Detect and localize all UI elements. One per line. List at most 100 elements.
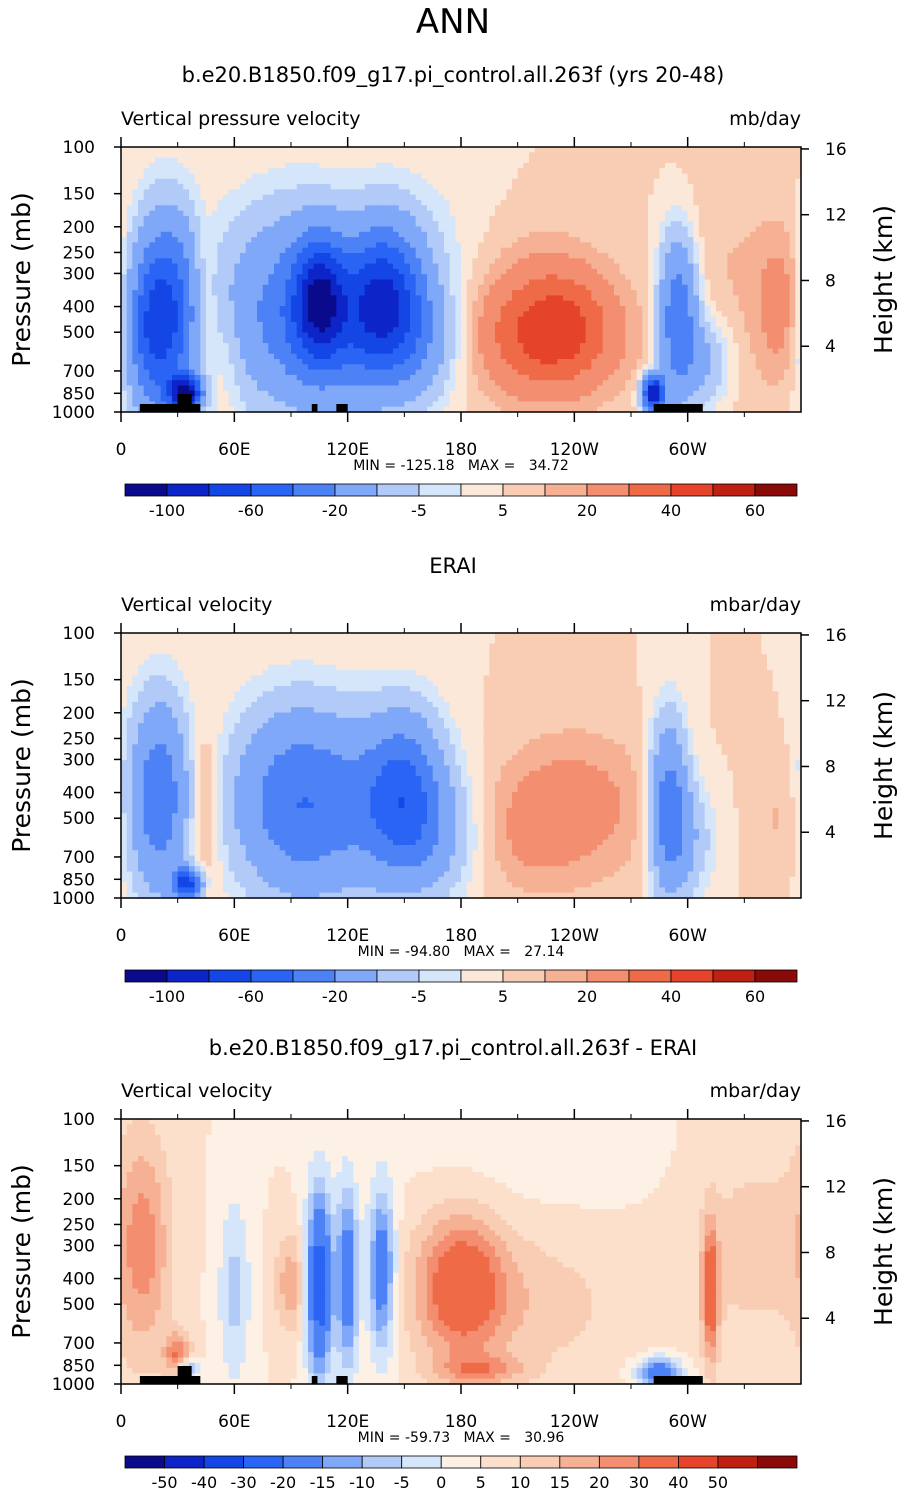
heatmap-cell xyxy=(687,258,694,265)
heatmap-cell xyxy=(529,268,536,275)
heatmap-cell xyxy=(421,184,428,190)
heatmap-cell xyxy=(653,316,660,323)
heatmap-cell xyxy=(727,332,734,339)
heatmap-cell xyxy=(166,337,173,344)
heatmap-cell xyxy=(177,263,184,270)
heatmap-cell xyxy=(274,152,281,159)
heatmap-cell xyxy=(478,274,485,281)
heatmap-cell xyxy=(308,284,315,291)
heatmap-cell xyxy=(172,348,179,355)
heatmap-cell xyxy=(262,178,269,185)
heatmap-cell xyxy=(398,268,405,275)
heatmap-cell xyxy=(721,231,728,238)
heatmap-cell xyxy=(710,279,717,286)
heatmap-cell xyxy=(240,316,247,323)
heatmap-cell xyxy=(557,157,564,164)
heatmap-cell xyxy=(438,332,445,339)
heatmap-cell xyxy=(563,321,570,328)
heatmap-cell xyxy=(767,274,774,281)
heatmap-cell xyxy=(614,147,621,153)
heatmap-cell xyxy=(126,200,133,206)
heatmap-cell xyxy=(347,152,354,159)
heatmap-cell xyxy=(376,215,383,222)
heatmap-cell xyxy=(149,178,156,185)
heatmap-cell xyxy=(279,221,286,228)
heatmap-cell xyxy=(778,194,785,201)
heatmap-cell xyxy=(455,184,462,190)
heatmap-cell xyxy=(166,274,173,281)
heatmap-cell xyxy=(750,306,757,312)
heatmap-cell xyxy=(177,359,184,365)
heatmap-cell xyxy=(262,237,269,243)
heatmap-cell xyxy=(772,274,779,281)
heatmap-cell xyxy=(670,258,677,265)
heatmap-cell xyxy=(591,194,598,201)
heatmap-cell xyxy=(325,343,332,349)
heatmap-cell xyxy=(183,162,190,169)
heatmap-cell xyxy=(274,300,281,307)
heatmap-cell xyxy=(172,215,179,222)
heatmap-cell xyxy=(483,157,490,164)
heatmap-cell xyxy=(529,242,536,249)
heatmap-cell xyxy=(376,337,383,344)
heatmap-cell xyxy=(319,327,326,334)
heatmap-cell xyxy=(347,290,354,296)
heatmap-cell xyxy=(636,311,643,318)
heatmap-cell xyxy=(404,168,411,175)
heatmap-cell xyxy=(353,237,360,243)
heatmap-cell xyxy=(523,337,530,344)
heatmap-cell xyxy=(767,194,774,201)
heatmap-cell xyxy=(393,168,400,175)
heatmap-cell xyxy=(438,327,445,334)
heatmap-cell xyxy=(642,348,649,355)
heatmap-cell xyxy=(240,147,247,153)
heatmap-cell xyxy=(364,300,371,307)
heatmap-cell xyxy=(523,258,530,265)
heatmap-cell xyxy=(353,189,360,196)
heatmap-cell xyxy=(313,327,320,334)
heatmap-cell xyxy=(347,178,354,185)
heatmap-cell xyxy=(466,327,473,334)
heatmap-cell xyxy=(755,337,762,344)
heatmap-cell xyxy=(121,184,128,190)
heatmap-cell xyxy=(444,316,451,323)
heatmap-cell xyxy=(750,231,757,238)
heatmap-cell xyxy=(421,178,428,185)
heatmap-cell xyxy=(177,253,184,259)
heatmap-cell xyxy=(665,258,672,265)
heatmap-cell xyxy=(699,231,706,238)
heatmap-cell xyxy=(461,359,468,365)
heatmap-cell xyxy=(546,189,553,196)
heatmap-cell xyxy=(387,321,394,328)
heatmap-cell xyxy=(393,162,400,169)
heatmap-cell xyxy=(455,200,462,206)
heatmap-cell xyxy=(364,184,371,190)
heatmap-cell xyxy=(376,295,383,302)
heatmap-cell xyxy=(449,327,456,334)
heatmap-cell xyxy=(206,205,213,212)
heatmap-cell xyxy=(353,274,360,281)
heatmap-cell xyxy=(245,290,252,296)
heatmap-cell xyxy=(670,253,677,259)
heatmap-cell xyxy=(257,152,264,159)
heatmap-cell xyxy=(591,290,598,296)
heatmap-cell xyxy=(211,295,218,302)
heatmap-cell xyxy=(132,147,139,153)
heatmap-cell xyxy=(534,279,541,286)
heatmap-cell xyxy=(614,194,621,201)
heatmap-cell xyxy=(138,152,145,159)
heatmap-cell xyxy=(585,242,592,249)
heatmap-cell xyxy=(432,321,439,328)
heatmap-cell xyxy=(155,178,162,185)
heatmap-cell xyxy=(636,268,643,275)
heatmap-cell xyxy=(404,274,411,281)
heatmap-cell xyxy=(602,359,609,365)
heatmap-cell xyxy=(784,215,791,222)
heatmap-cell xyxy=(268,263,275,270)
heatmap-cell xyxy=(546,231,553,238)
heatmap-cell xyxy=(648,353,655,360)
heatmap-cell xyxy=(234,226,241,233)
heatmap-cell xyxy=(546,316,553,323)
heatmap-cell xyxy=(506,194,513,201)
heatmap-cell xyxy=(636,253,643,259)
